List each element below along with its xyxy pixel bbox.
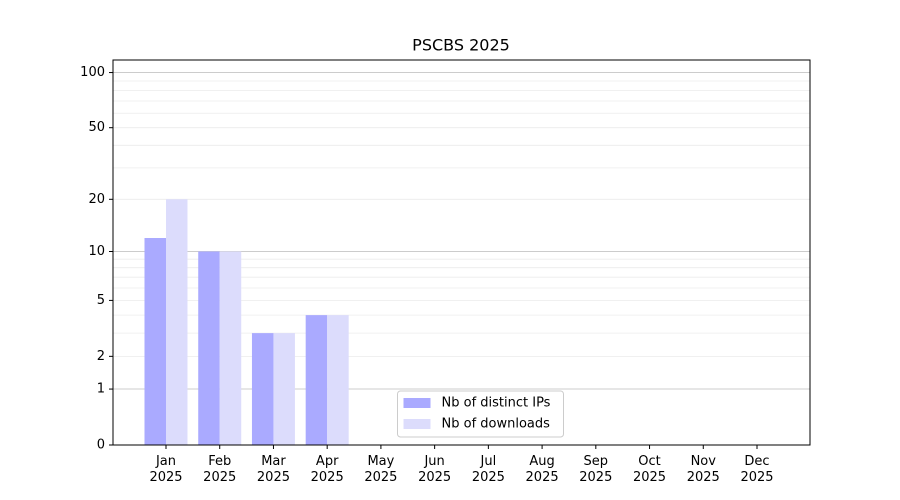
bar (327, 315, 349, 445)
legend-box (397, 390, 564, 438)
bar (305, 315, 328, 445)
x-tick-label: Sep 2025 (579, 454, 612, 485)
x-tick-label: Oct 2025 (633, 454, 666, 485)
x-tick-label: Mar 2025 (257, 454, 290, 485)
legend-swatch (403, 398, 431, 408)
legend-label: Nb of distinct IPs (442, 396, 551, 411)
x-tick-label: Jan 2025 (149, 454, 182, 485)
y-tick-label: 100 (80, 65, 105, 80)
x-tick-label: Apr 2025 (311, 454, 344, 485)
legend-swatch (403, 419, 431, 429)
bar (198, 251, 220, 445)
bar (251, 333, 274, 445)
plot-frame (112, 59, 811, 446)
x-tick-label: Jun 2025 (418, 454, 451, 485)
legend-label: Nb of downloads (442, 417, 551, 432)
bar (144, 238, 166, 445)
bar (273, 333, 295, 445)
y-tick-label: 50 (88, 120, 105, 135)
y-tick-label: 10 (88, 244, 105, 259)
y-tick-label: 2 (97, 349, 105, 364)
y-tick-label: 20 (88, 192, 105, 207)
x-tick-label: Nov 2025 (687, 454, 720, 485)
x-tick-label: Aug 2025 (526, 454, 559, 485)
x-tick-label: Feb 2025 (203, 454, 236, 485)
x-tick-label: Jul 2025 (472, 454, 505, 485)
y-tick-label: 0 (97, 438, 105, 453)
y-tick-label: 5 (97, 293, 105, 308)
chart-title: PSCBS 2025 (412, 36, 510, 55)
bar (219, 251, 242, 445)
y-tick-label: 1 (97, 382, 105, 397)
x-tick-label: Dec 2025 (740, 454, 773, 485)
bar (166, 199, 188, 445)
x-tick-label: May 2025 (364, 454, 397, 485)
